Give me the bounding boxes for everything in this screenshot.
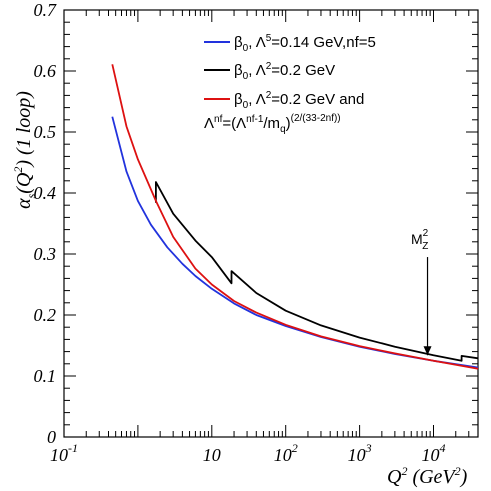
x-tick-base: 10 <box>203 445 221 465</box>
legend-label-2: β0, Λ2=0.2 GeV <box>234 61 335 82</box>
y-title-alpha: α <box>13 198 35 209</box>
y-tick-label: 0 <box>47 427 56 447</box>
legend-3b-c: /m <box>263 115 280 132</box>
y-tick-label: 0.3 <box>34 244 57 264</box>
legend-label-3: β0, Λ2=0.2 GeV and <box>234 90 364 111</box>
legend-label-1: β0, Λ5=0.14 GeV,nf=5 <box>234 33 376 54</box>
x-tick-base: 10 <box>50 445 68 465</box>
y-axis-title: αs(Q2) (1 loop) <box>11 91 38 209</box>
mz-label: M2 Z <box>411 228 429 252</box>
legend-3-c: =0.2 GeV and <box>271 91 364 108</box>
plot-frame <box>63 9 479 438</box>
x-title-main: Q <box>387 466 402 488</box>
x-tick-exponent: -1 <box>68 441 78 455</box>
legend-2-sup: 2 <box>266 61 272 72</box>
y-title-b: (Q <box>13 172 35 194</box>
legend-3b-sup: nf <box>214 114 223 125</box>
legend-3b-b: =(Λ <box>222 115 246 132</box>
y-tick-label: 0.1 <box>34 366 57 386</box>
legend-3b-a: Λ <box>204 115 214 132</box>
legend-2-c: =0.2 GeV <box>271 62 335 79</box>
legend-3b-sup2: nf-1 <box>246 114 264 125</box>
legend: β0, Λ5=0.14 GeV,nf=5 β0, Λ2=0.2 GeV β0, … <box>204 33 376 135</box>
mz-annotation <box>423 257 432 356</box>
x-tick-label: 102 <box>274 441 298 465</box>
legend-1-b: , Λ <box>248 34 266 51</box>
tick-labels: 00.10.20.30.40.50.60.710-1 10 102 103 104 <box>34 0 446 465</box>
mz-main: M <box>411 231 423 247</box>
x-tick-exponent: 4 <box>440 441 446 455</box>
x-tick-label: 104 <box>422 441 446 465</box>
legend-3-beta: β <box>234 91 243 108</box>
legend-2-b: , Λ <box>248 62 266 79</box>
legend-3-sub: 0 <box>243 100 249 111</box>
axes <box>63 9 479 438</box>
x-title-sup: 2 <box>401 464 407 478</box>
y-tick-label: 0.5 <box>34 122 57 142</box>
legend-2-sub: 0 <box>243 71 249 82</box>
legend-1-beta: β <box>234 34 243 51</box>
y-tick-label: 0.4 <box>34 183 57 203</box>
legend-1-c: =0.14 GeV,nf=5 <box>271 34 376 51</box>
x-tick-exponent: 2 <box>292 441 298 455</box>
legend-3-b: , Λ <box>248 91 266 108</box>
x-title-rest: (GeV <box>407 466 457 488</box>
series-line-3 <box>111 64 479 370</box>
y-tick-label: 0.2 <box>34 305 57 325</box>
series-lines <box>111 64 479 370</box>
x-tick-base: 10 <box>348 445 366 465</box>
legend-2-beta: β <box>234 62 243 79</box>
y-title-c: ) (1 loop) <box>13 91 35 168</box>
y-tick-label: 0.6 <box>34 61 57 81</box>
mz-sub: Z <box>422 241 428 252</box>
mz-sup: 2 <box>423 228 429 239</box>
x-title-end: ) <box>460 466 468 488</box>
x-tick-base: 10 <box>422 445 440 465</box>
y-title-sub: s <box>24 193 38 198</box>
x-tick-exponent: 3 <box>365 441 372 455</box>
x-tick-label: 10-1 <box>50 441 78 465</box>
mz-arrow-head <box>423 346 432 356</box>
y-tick-label: 0.7 <box>34 0 58 20</box>
x-axis-title: Q2 (GeV2) <box>387 464 468 488</box>
legend-1-sub: 0 <box>243 43 249 54</box>
series-line-2 <box>154 181 479 362</box>
x-tick-label: 10 <box>203 445 221 465</box>
x-tick-base: 10 <box>274 445 292 465</box>
x-title-sup2: 2 <box>455 464 461 478</box>
y-title-sup: 2 <box>11 167 25 173</box>
legend-3-sup: 2 <box>266 90 272 101</box>
legend-1-sup: 5 <box>266 33 272 44</box>
legend-3b-sup3: (2/(33-2nf)) <box>291 113 341 124</box>
legend-3b-d: ) <box>286 115 291 132</box>
legend-3b-sub: q <box>280 124 286 135</box>
legend-label-3-line2: Λnf=(Λnf-1/mq)(2/(33-2nf)) <box>204 113 341 135</box>
x-tick-label: 103 <box>348 441 372 465</box>
